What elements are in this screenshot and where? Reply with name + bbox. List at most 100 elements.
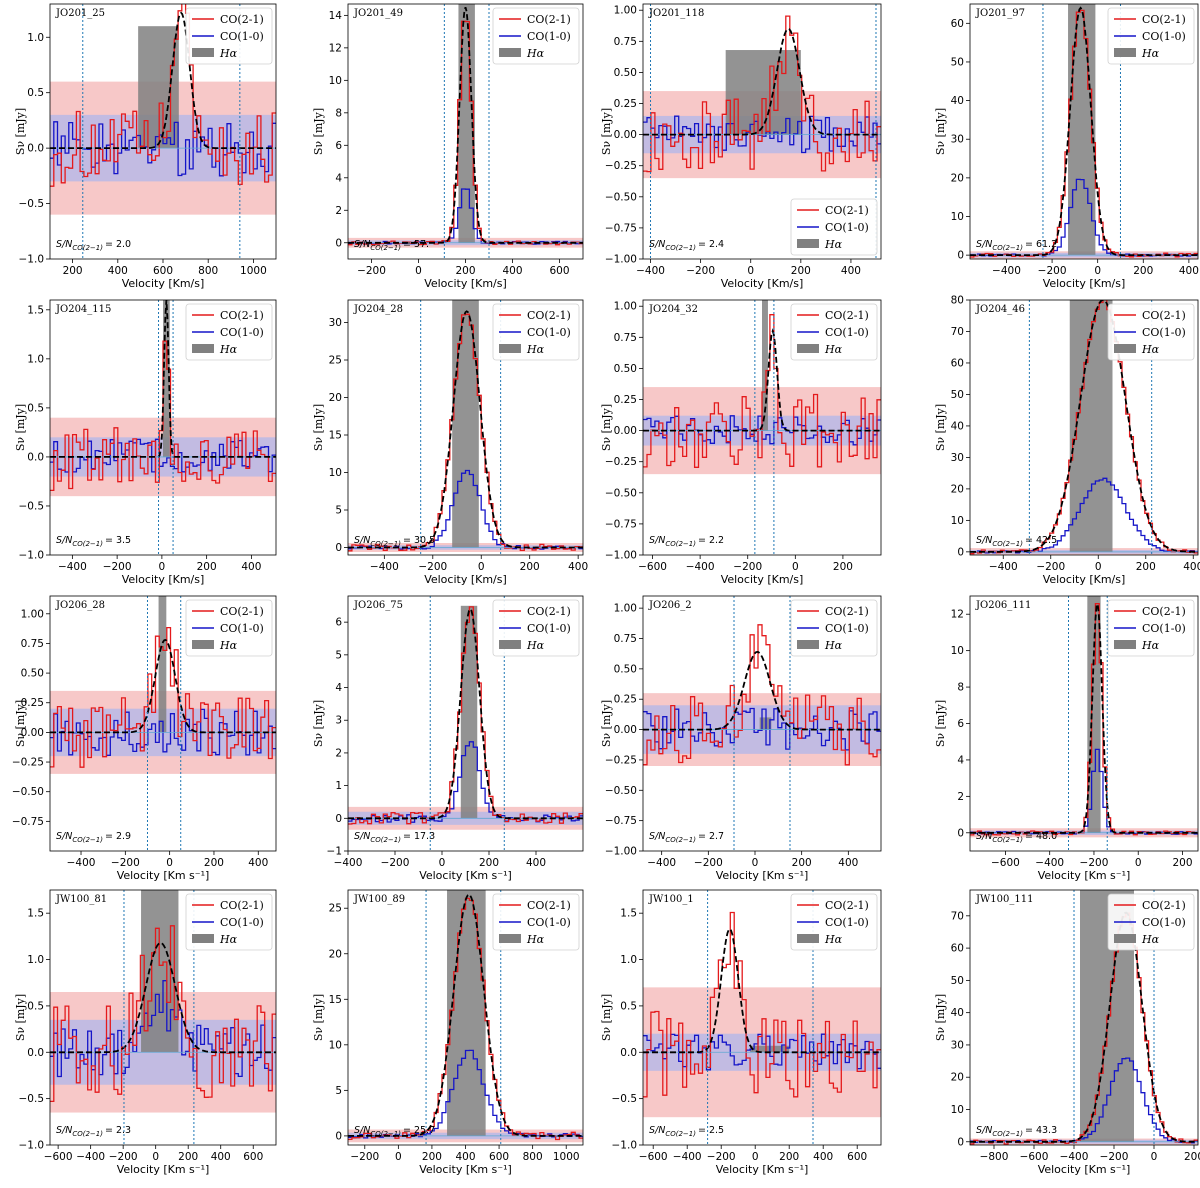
legend-halpha-label: Hα: [1141, 639, 1160, 652]
sn-label: S/N: [649, 1125, 665, 1136]
sn-value: = 30.5: [403, 535, 435, 546]
panel-JO201_25: 200 400 600 800 1000 −1.0 −0.5 0.0 0.5 1.0 Velocit…: [14, 3, 277, 290]
sn-annotation: S/NCO(2−1) = 25.7: [354, 1125, 435, 1138]
legend-halpha-swatch: [797, 640, 819, 649]
axes-frame: [347, 299, 584, 556]
x-tick-label: 400: [241, 561, 261, 573]
x-tick-label: 600: [243, 1151, 263, 1163]
y-tick-label: 40: [951, 420, 964, 432]
legend: CO(2-1) CO(1-0) Hα: [790, 599, 878, 657]
legend-co21-label: CO(2-1): [825, 309, 869, 322]
y-axis-label: Sν [mJy]: [14, 994, 27, 1041]
y-tick-label: 20: [951, 1072, 964, 1084]
panel-name: JW100_111: [975, 894, 1033, 905]
x-tick-label: −600: [1020, 1151, 1049, 1163]
legend-halpha-label: Hα: [526, 343, 545, 356]
axes-frame: [969, 299, 1199, 556]
y-tick-label: 0: [335, 237, 342, 249]
y-tick-label: −0.5: [19, 198, 45, 210]
y-tick-label: 0: [957, 827, 964, 839]
y-tick-label: 50: [951, 975, 964, 987]
legend: CO(2-1) CO(1-0) Hα: [185, 303, 273, 361]
legend-halpha-label: Hα: [526, 47, 545, 60]
x-tick-label: −400: [686, 561, 715, 573]
panel-JW100_89: −200 0 200 400 600 800 1000 0 5 10 15 20 25 Velocity …: [312, 889, 584, 1176]
axes-frame: [49, 595, 277, 852]
sn-label: S/N: [976, 831, 992, 842]
sn-annotation: S/NCO(2−1) = 57.: [354, 239, 429, 252]
legend: CO(2-1) CO(1-0) Hα: [492, 599, 580, 657]
x-tick-label: −400: [989, 561, 1018, 573]
x-tick-label: 0: [166, 857, 173, 869]
y-tick-label: 0.5: [27, 87, 44, 99]
y-tick-label: 10: [329, 467, 342, 479]
y-tick-label: 14: [329, 10, 343, 22]
x-tick-label: −600: [44, 1151, 73, 1163]
panel-plot-area: [348, 300, 583, 555]
y-tick-label: 0.00: [614, 129, 637, 141]
legend-co10-label: CO(1-0): [527, 916, 571, 929]
y-tick-label: 0.25: [614, 98, 637, 110]
sn-subscript: CO(2−1): [370, 244, 401, 252]
panel-name: JO206_28: [55, 600, 105, 611]
sn-annotation: S/NCO(2−1) = 17.3: [354, 831, 435, 844]
legend-co10-label: CO(1-0): [220, 30, 264, 43]
y-tick-label: 4: [335, 172, 342, 184]
gaussian-fit-line: [348, 6, 583, 244]
gaussian-fit-line: [50, 638, 276, 734]
sn-label: S/N: [56, 239, 72, 250]
panel-name: JO204_28: [353, 304, 403, 315]
x-tick-label: 0: [439, 857, 446, 869]
legend: CO(2-1) CO(1-0) Hα: [1107, 599, 1195, 657]
y-tick-label: 0: [957, 250, 964, 262]
halpha-range-bar: [1087, 596, 1101, 833]
legend-co21-label: CO(2-1): [527, 899, 571, 912]
y-tick-label: 10: [951, 211, 964, 223]
panel-name: JO206_2: [648, 600, 692, 611]
legend-co10-label: CO(1-0): [825, 622, 869, 635]
panel-name: JO204_115: [55, 304, 111, 315]
gaussian-fit-line: [643, 927, 881, 1054]
legend-co21-label: CO(2-1): [1142, 13, 1186, 26]
panel-name: JW100_81: [55, 894, 107, 905]
legend-halpha-label: Hα: [219, 639, 238, 652]
panel-JW100_111: −800 −600 −400 −200 0 200 0 10 20 30 40 50 60 70 Veloc…: [934, 889, 1200, 1176]
x-axis-label: Velocity [Km s⁻¹]: [1038, 869, 1131, 882]
legend-halpha-label: Hα: [219, 47, 238, 60]
gaussian-fit-line: [50, 941, 276, 1054]
gaussian-fit-line: [970, 911, 1198, 1143]
sn-label: S/N: [649, 831, 665, 842]
y-tick-label: 20: [951, 483, 964, 495]
y-axis-label: Sν [mJy]: [600, 994, 613, 1041]
panel-JO206_28: −400 −200 0 200 400 −0.75 −0.50 −0.25 0.00 0.25 0.…: [12, 595, 277, 882]
panel-plot-area: [50, 596, 276, 851]
gaussian-fit-line: [50, 300, 276, 458]
y-tick-label: 70: [951, 326, 964, 338]
x-tick-label: 400: [838, 857, 858, 869]
x-tick-label: 0: [415, 265, 422, 277]
sn-label: S/N: [354, 535, 370, 546]
legend-co21-label: CO(2-1): [220, 309, 264, 322]
x-tick-label: 800: [198, 265, 218, 277]
sn-annotation: S/NCO(2−1) = 2.0: [56, 239, 131, 252]
x-tick-label: 400: [841, 265, 861, 277]
x-tick-label: −400: [992, 265, 1021, 277]
x-axis-label: Velocity [Km s⁻¹]: [117, 869, 210, 882]
y-tick-label: 0.50: [614, 363, 637, 375]
x-tick-label: 200: [204, 857, 224, 869]
panel-name: JO206_75: [353, 600, 403, 611]
y-tick-label: 0: [957, 1136, 964, 1148]
sn-value: = 2.2: [698, 535, 724, 546]
halpha-range-bar: [163, 300, 170, 457]
co21-spectrum: [50, 626, 276, 768]
x-axis-label: Velocity [Km s⁻¹]: [716, 1163, 809, 1176]
y-tick-label: 0: [957, 546, 964, 558]
y-tick-label: 10: [329, 1039, 342, 1051]
panel-plot-area: [970, 4, 1198, 259]
x-tick-label: 800: [523, 1151, 543, 1163]
x-tick-label: −400: [673, 1151, 702, 1163]
y-tick-label: 0.00: [614, 425, 637, 437]
y-axis-label: Sν [mJy]: [934, 994, 947, 1041]
y-tick-label: 4: [957, 754, 964, 766]
x-tick-label: −400: [647, 857, 676, 869]
